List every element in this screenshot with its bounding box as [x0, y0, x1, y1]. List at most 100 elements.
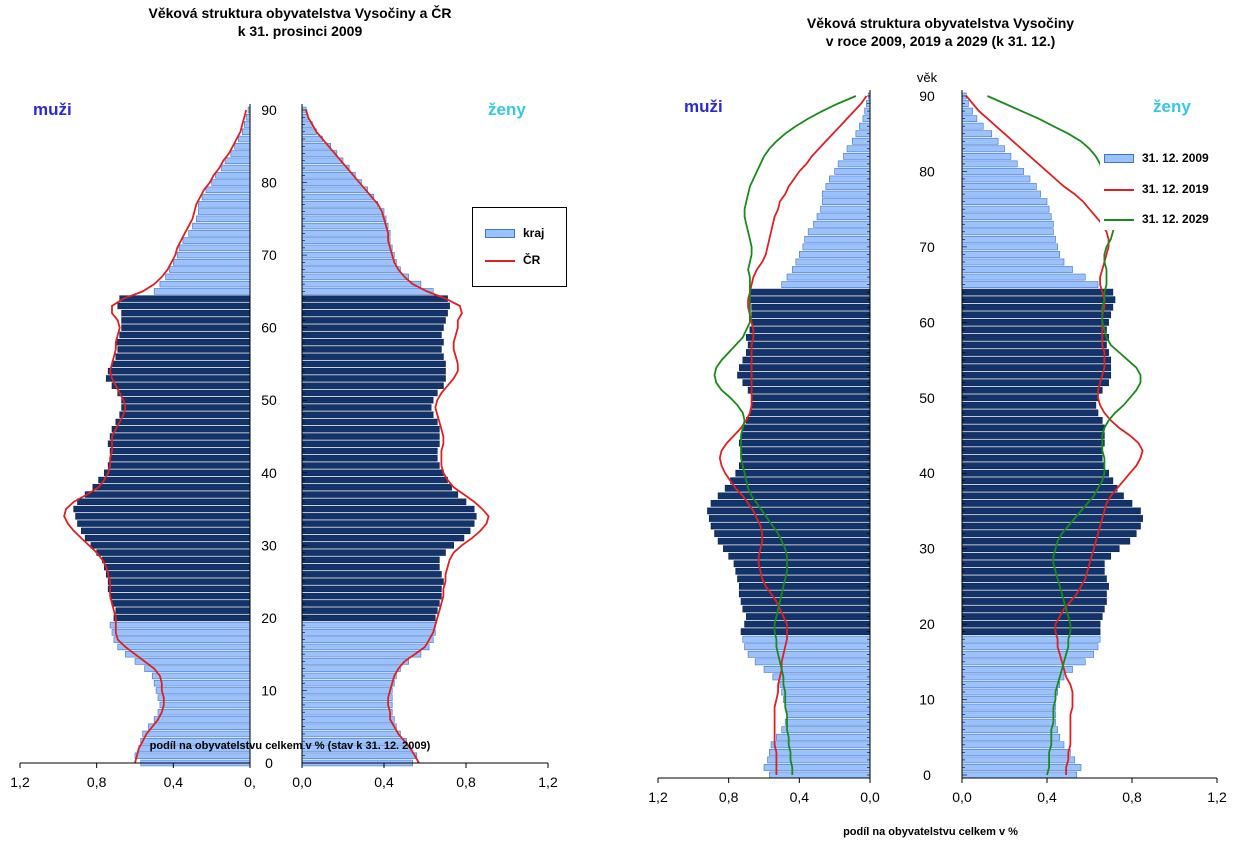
bar-female-age-77	[961, 190, 1041, 198]
bar-female-age-38	[301, 484, 452, 491]
bar-female-age-46	[961, 424, 1105, 432]
bar-female-age-32	[301, 527, 471, 535]
bar-female-age-13	[301, 665, 401, 672]
bar-male-age-18	[111, 629, 251, 636]
pyramid-chart-right: 0 10 20 30 40 50 60 70 80 90 1,2 0,8 0,4 0,0 0,0 0,4 0,8…	[648, 70, 1227, 805]
bar-male-age-75	[196, 215, 251, 223]
bar-male-age-52	[742, 379, 871, 387]
bar-female-age-68	[961, 258, 1065, 266]
bar-male-age-4	[770, 741, 871, 749]
bar-female-age-75	[301, 215, 387, 223]
bar-female-age-29	[301, 549, 446, 556]
bar-female-age-1	[961, 764, 1082, 771]
bar-male-age-39	[98, 476, 251, 484]
bar-female-age-11	[301, 679, 395, 687]
legend-item-kraj: kraj	[485, 226, 544, 240]
y-tick-label: 30	[261, 537, 277, 553]
bar-male-age-41	[107, 462, 251, 469]
bar-female-age-57	[301, 346, 442, 353]
x-tick-label: 0,8	[1122, 789, 1142, 805]
x-tick-label: 0,0	[292, 774, 312, 790]
bar-male-age-27	[735, 567, 871, 575]
line--R-mu-i	[63, 109, 248, 764]
bar-male-age-65	[781, 281, 871, 288]
legend-label: 31. 12. 2009	[1142, 151, 1209, 165]
bar-female-age-71	[301, 244, 393, 252]
bar-male-age-31	[84, 534, 251, 542]
bar-female-age-86	[301, 135, 323, 143]
bar-male-age-82	[843, 152, 871, 160]
bar-female-age-64	[961, 288, 1114, 296]
bar-male-age-13	[144, 665, 251, 672]
bar-male-age-20	[744, 620, 871, 628]
bar-male-age-25	[738, 583, 871, 590]
bar-male-age-77	[197, 201, 251, 208]
y-tick-label: 10	[919, 692, 935, 708]
bar-male-age-77	[822, 190, 871, 198]
y-tick-label: 40	[261, 465, 277, 481]
bar-female-age-62	[961, 303, 1114, 311]
bar-female-age-18	[961, 635, 1101, 643]
bar-female-age-50	[961, 394, 1099, 402]
bar-female-age-84	[961, 137, 999, 145]
bar-female-age-47	[961, 417, 1103, 424]
bar-female-age-49	[961, 401, 1097, 409]
bar-male-age-83	[224, 157, 251, 165]
bar-male-age-61	[751, 311, 871, 319]
bar-male-age-53	[105, 375, 251, 382]
bar-male-age-58	[746, 334, 871, 341]
chart-title-line-1: Věková struktura obyvatelstva Vysočiny	[806, 15, 1075, 31]
bar-female-age-1	[301, 752, 418, 759]
bar-male-age-30	[723, 545, 871, 553]
bar-female-age-74	[301, 222, 389, 230]
line-31-12-2019-eny	[965, 95, 1144, 775]
bar-male-age-86	[238, 135, 251, 143]
bar-male-age-69	[173, 259, 251, 266]
bar-male-age-79	[829, 175, 871, 183]
y-axis-title: věk	[917, 70, 938, 85]
bar-male-age-43	[740, 447, 871, 454]
bar-female-age-17	[961, 643, 1099, 651]
y-tick-label: 60	[261, 320, 277, 336]
bar-male-age-51	[117, 389, 251, 397]
bar-female-age-19	[301, 621, 436, 629]
bar-male-age-31	[717, 537, 871, 545]
bar-male-age-83	[846, 145, 871, 153]
x-tick-label: 0,8	[456, 774, 476, 790]
label-muzi: muži	[684, 97, 723, 116]
bar-female-age-25	[301, 578, 444, 585]
bar-male-age-73	[188, 230, 251, 237]
bar-male-age-10	[155, 687, 251, 694]
bar-male-age-21	[746, 613, 871, 620]
bar-female-age-27	[961, 567, 1105, 575]
bar-male-age-71	[804, 235, 871, 243]
x-tick-label: 1,2	[10, 774, 30, 790]
bar-female-age-22	[961, 605, 1105, 613]
bar-male-age-64	[119, 295, 251, 302]
bar-female-age-9	[961, 703, 1056, 711]
bar-female-age-23	[301, 592, 442, 600]
bar-male-age-68	[169, 266, 251, 273]
bar-male-age-62	[751, 303, 871, 311]
x-tick-label: 0,4	[374, 774, 394, 790]
bar-male-age-29	[96, 549, 251, 556]
bar-female-age-37	[301, 491, 459, 498]
bar-male-age-15	[125, 650, 251, 658]
bar-female-age-81	[301, 172, 356, 179]
bar-female-age-75	[961, 205, 1050, 213]
bar-male-age-68	[795, 258, 871, 266]
bar-male-age-0	[769, 771, 871, 779]
bar-male-age-82	[220, 164, 251, 172]
bar-male-age-74	[192, 222, 251, 230]
bar-male-age-13	[772, 673, 871, 681]
bar-female-age-33	[961, 522, 1141, 530]
bar-male-age-47	[746, 417, 871, 424]
bar-female-age-53	[961, 371, 1112, 379]
y-tick-label: 0	[923, 767, 931, 783]
line-31-12-2019-mu-i	[718, 95, 868, 775]
bar-male-age-9	[784, 703, 871, 711]
bar-female-age-85	[961, 130, 993, 138]
bar-female-age-24	[301, 585, 442, 593]
bar-female-age-65	[301, 288, 434, 295]
bar-female-age-81	[961, 160, 1018, 168]
